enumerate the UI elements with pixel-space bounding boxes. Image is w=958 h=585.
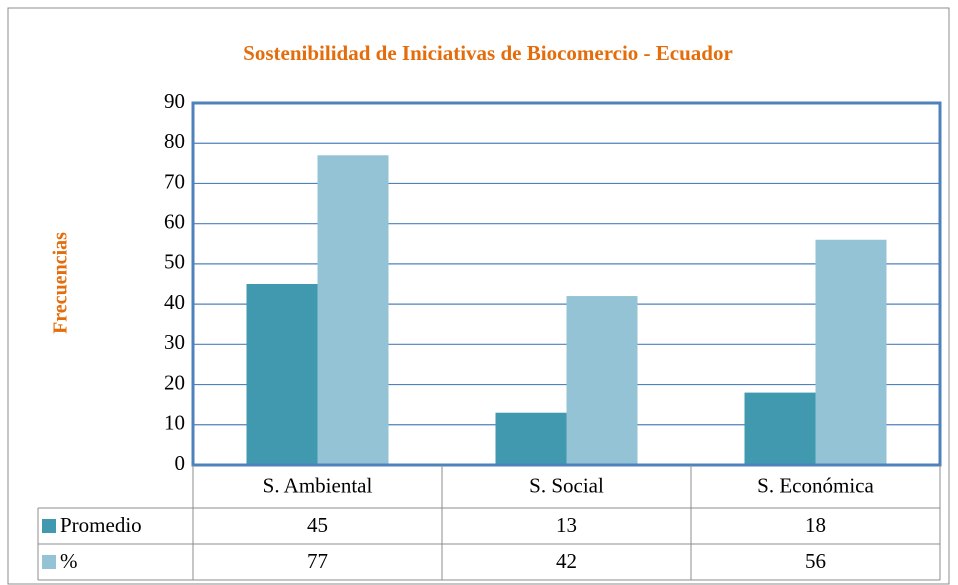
data-label: 77 <box>307 549 328 573</box>
y-tick-label: 60 <box>164 209 185 233</box>
y-axis-label: Frecuencias <box>50 232 72 334</box>
data-label: 45 <box>307 513 328 537</box>
chart-title: Sostenibilidad de Iniciativas de Biocome… <box>243 41 733 65</box>
y-tick-label: 50 <box>164 250 185 274</box>
x-tick-label: S. Económica <box>757 473 874 497</box>
y-tick-label: 0 <box>175 451 186 475</box>
bar <box>566 296 638 465</box>
y-tick-label: 70 <box>164 169 185 193</box>
bar <box>744 392 816 465</box>
bar <box>246 284 318 465</box>
legend-label: Promedio <box>60 513 142 537</box>
x-tick-label: S. Ambiental <box>263 473 373 497</box>
y-tick-label: 10 <box>164 411 185 435</box>
data-label: 42 <box>556 549 577 573</box>
x-tick-label: S. Social <box>529 473 604 497</box>
y-tick-label: 80 <box>164 129 185 153</box>
legend-key <box>42 555 56 569</box>
bar <box>815 239 887 465</box>
bar <box>495 412 567 465</box>
legend-key <box>42 519 56 533</box>
plot-border <box>191 101 942 467</box>
y-tick-label: 40 <box>164 290 185 314</box>
data-label: 18 <box>805 513 826 537</box>
legend-label: % <box>60 549 78 573</box>
y-tick-label: 90 <box>164 89 185 113</box>
bar <box>317 155 389 466</box>
y-tick-label: 30 <box>164 330 185 354</box>
y-tick-label: 20 <box>164 370 185 394</box>
data-label: 56 <box>805 549 826 573</box>
data-label: 13 <box>556 513 577 537</box>
chart-border <box>7 7 950 585</box>
